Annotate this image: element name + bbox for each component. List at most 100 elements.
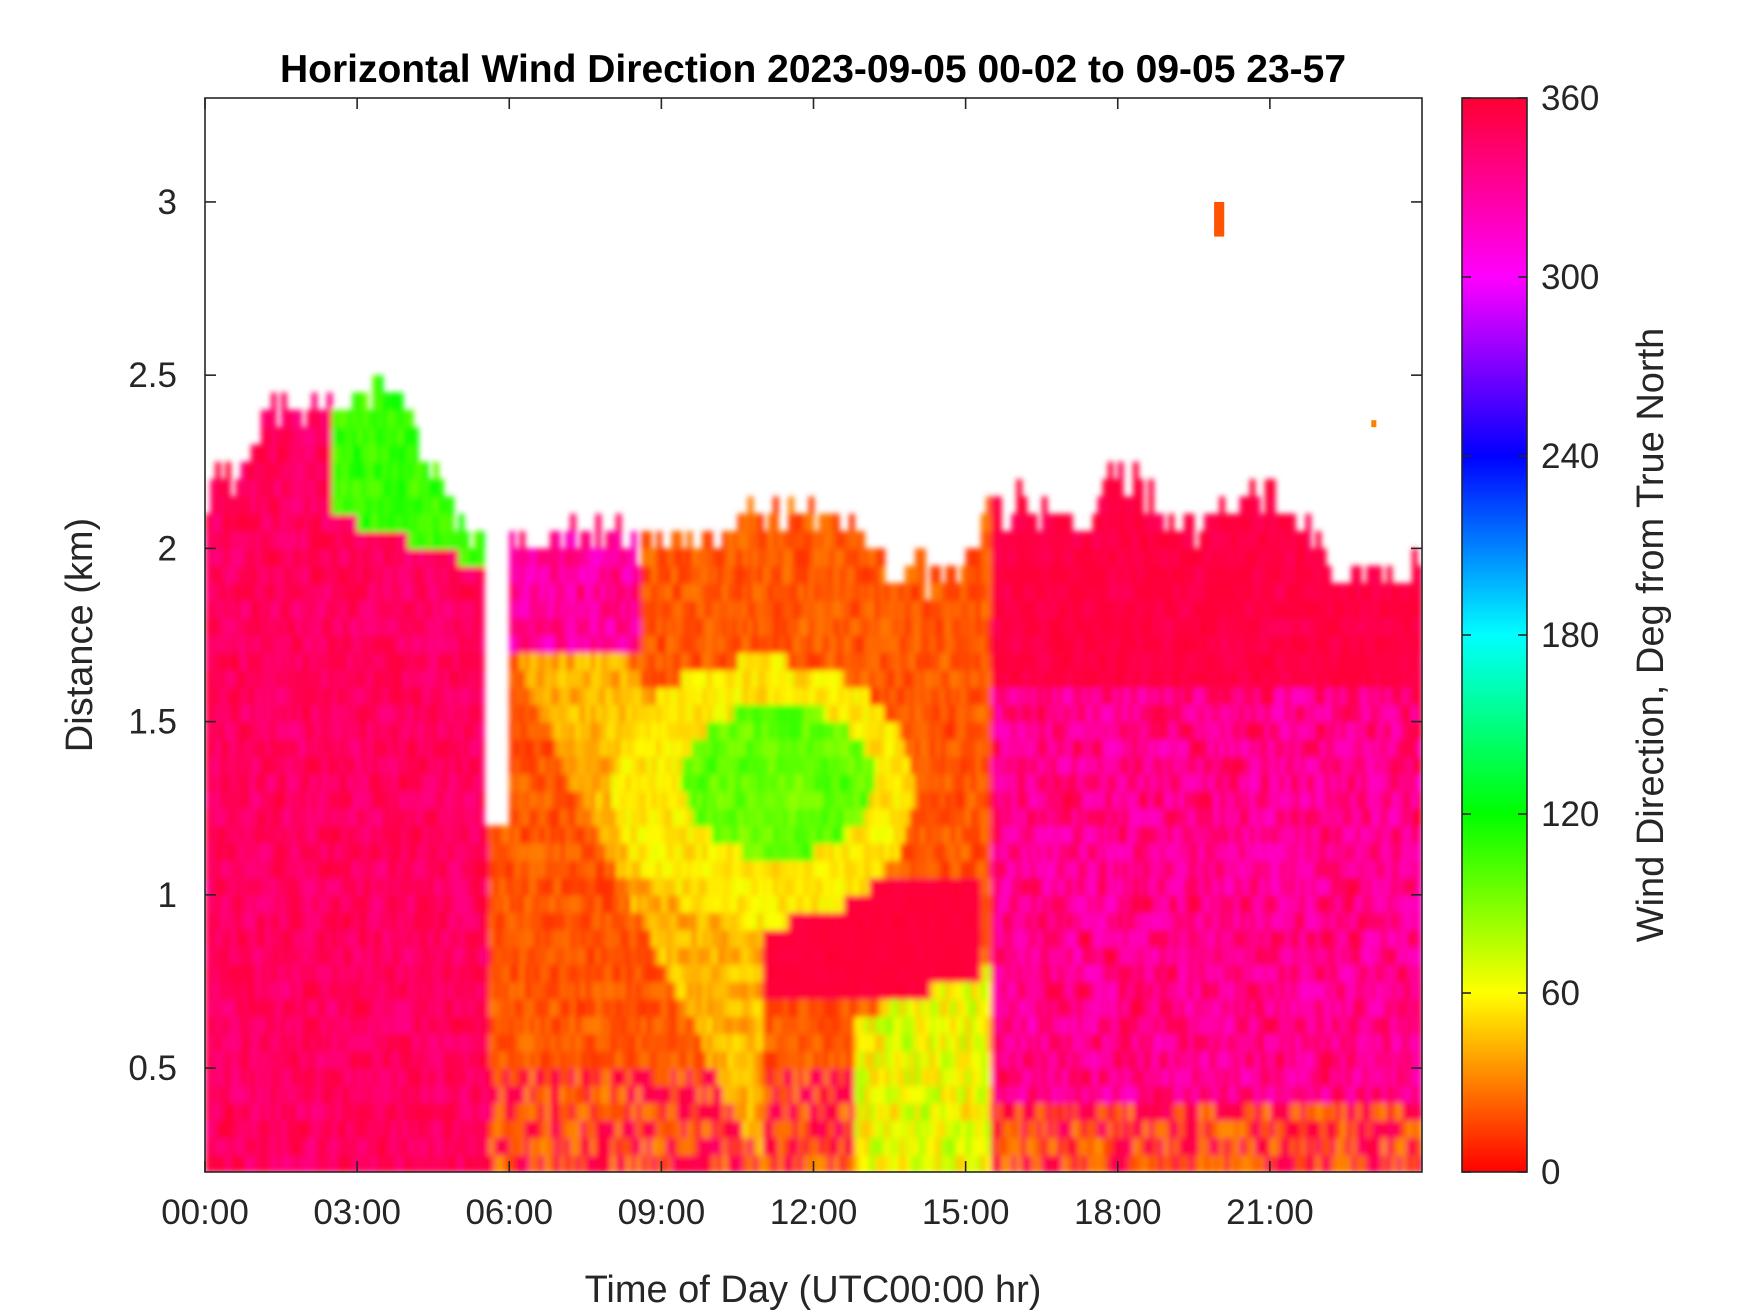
heatmap-cell [742, 825, 749, 844]
heatmap-cell [656, 1068, 663, 1087]
heatmap-cell [696, 1137, 703, 1156]
heatmap-cell [250, 894, 257, 913]
heatmap-cell [813, 548, 820, 567]
heatmap-cell [666, 964, 673, 983]
heatmap-cell [397, 756, 404, 775]
heatmap-cell [260, 479, 267, 498]
heatmap-cell [397, 444, 404, 463]
heatmap-cell [240, 496, 247, 515]
heatmap-cell [767, 964, 774, 983]
heatmap-cell [534, 790, 541, 810]
heatmap-cell [661, 842, 668, 861]
heatmap-cell [428, 738, 434, 758]
heatmap-cell [372, 1050, 379, 1069]
heatmap-cell [423, 842, 429, 861]
heatmap-cell [215, 652, 222, 671]
heatmap-cell [590, 981, 597, 1000]
heatmap-cell [504, 1050, 511, 1069]
heatmap-cell [331, 894, 338, 913]
heatmap-cell [230, 600, 237, 619]
heatmap-cell [757, 721, 764, 740]
heatmap-cell [352, 392, 358, 411]
heatmap-cell [783, 583, 789, 602]
heatmap-cell [225, 860, 232, 879]
heatmap-cell [656, 669, 663, 688]
heatmap-cell [291, 617, 298, 636]
heatmap-cell [676, 721, 683, 740]
heatmap-cell [301, 669, 308, 688]
heatmap-cell [696, 981, 703, 1000]
heatmap-cell [808, 808, 815, 827]
heatmap-cell [387, 825, 394, 844]
heatmap-cell [747, 1154, 754, 1172]
heatmap-cell [402, 1154, 409, 1172]
heatmap-cell [336, 981, 343, 1000]
heatmap-cell [468, 773, 475, 792]
heatmap-cell [772, 635, 779, 654]
heatmap-cell [417, 964, 424, 983]
heatmap-cell [220, 496, 227, 515]
heatmap-cell [220, 998, 227, 1017]
heatmap-cell [717, 652, 724, 671]
heatmap-cell [534, 548, 541, 567]
heatmap-cell [225, 1016, 232, 1035]
heatmap-cell [747, 1120, 754, 1139]
heatmap-cell [311, 409, 318, 428]
heatmap-cell [336, 444, 343, 463]
heatmap-cell [691, 1102, 698, 1121]
heatmap-cell [620, 652, 627, 671]
heatmap-cell [636, 894, 642, 913]
heatmap-cell [382, 929, 389, 948]
heatmap-cell [788, 1120, 795, 1139]
heatmap-cell [605, 877, 612, 896]
heatmap-cell [362, 825, 369, 844]
heatmap-cell [595, 860, 602, 879]
heatmap-cell [240, 825, 247, 844]
heatmap-cell [625, 842, 632, 861]
heatmap-cell [225, 998, 232, 1017]
heatmap-cell [854, 981, 860, 1000]
heatmap-cell [727, 998, 734, 1017]
heatmap-cell [752, 652, 759, 671]
heatmap-cell [286, 565, 292, 584]
heatmap-cell [357, 964, 363, 983]
heatmap-cell [696, 877, 703, 896]
heatmap-cell [372, 444, 379, 463]
heatmap-cell [433, 1016, 440, 1035]
heatmap-cell [610, 1085, 617, 1104]
heatmap-cell [544, 565, 551, 584]
heatmap-cell [590, 790, 597, 810]
heatmap-cell [813, 686, 820, 706]
heatmap-cell [463, 1120, 470, 1139]
heatmap-cell [838, 1068, 845, 1087]
heatmap-cell [402, 790, 409, 810]
heatmap-cell [240, 998, 247, 1017]
heatmap-cell [671, 617, 678, 636]
heatmap-cell [494, 825, 500, 844]
heatmap-cell [818, 1050, 825, 1069]
heatmap-cell [483, 894, 490, 913]
heatmap-cell [772, 669, 779, 688]
heatmap-cell [438, 721, 445, 740]
heatmap-cell [575, 548, 582, 567]
heatmap-cell [205, 808, 211, 827]
heatmap-cell [554, 669, 561, 688]
heatmap-cell [671, 1050, 678, 1069]
heatmap-cell [823, 565, 830, 584]
heatmap-cell [428, 1120, 434, 1139]
heatmap-cell [275, 669, 282, 688]
heatmap-cell [727, 635, 734, 654]
heatmap-cell [255, 1068, 262, 1087]
heatmap-cell [651, 1120, 658, 1139]
heatmap-cell [230, 1102, 237, 1121]
heatmap-cell [722, 825, 729, 844]
heatmap-cell [595, 946, 602, 965]
heatmap-cell [732, 790, 739, 810]
heatmap-cell [686, 1154, 693, 1172]
heatmap-cell [362, 1137, 369, 1156]
heatmap-cell [524, 635, 531, 654]
heatmap-cell [428, 808, 434, 827]
heatmap-cell [301, 600, 308, 619]
heatmap-cell [412, 565, 419, 584]
heatmap-cell [783, 877, 789, 896]
